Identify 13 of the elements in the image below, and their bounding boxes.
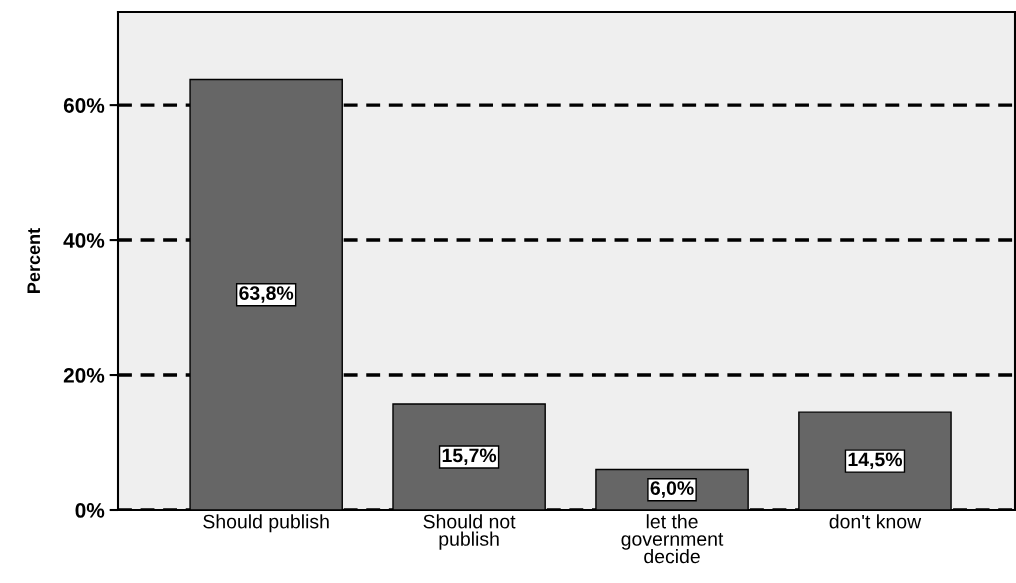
data-label: 6,0%: [650, 481, 694, 498]
y-tick-label: 20%: [63, 368, 105, 383]
y-axis-title: Percent: [27, 228, 41, 293]
x-tick-label: Should publish: [203, 514, 329, 533]
y-tick-label: 60%: [63, 98, 105, 113]
x-tick-label: Should not publish: [423, 514, 516, 550]
y-tick-label: 0%: [75, 503, 105, 518]
data-label: 15,7%: [442, 448, 497, 466]
y-tick-label: 40%: [63, 233, 105, 248]
data-label: 63,8%: [239, 286, 294, 303]
x-tick-label: don't know: [829, 514, 922, 529]
x-tick-label: let the government decide: [621, 514, 724, 564]
data-label: 14,5%: [848, 452, 903, 470]
